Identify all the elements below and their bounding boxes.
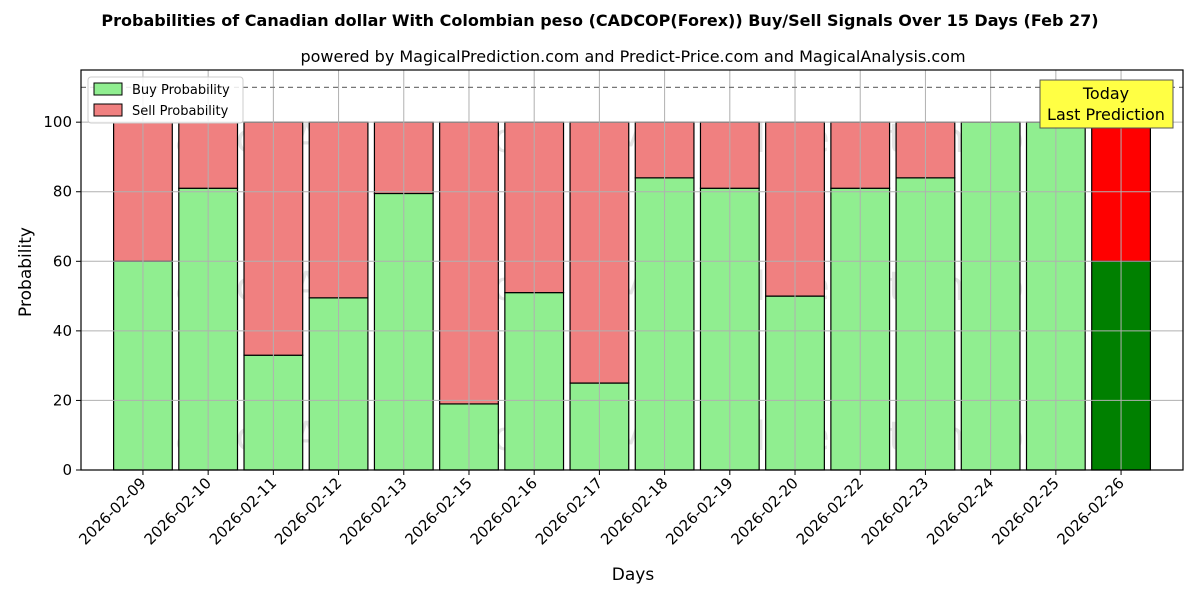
x-tick-label: 2026-02-10 (141, 474, 215, 548)
x-tick-label: 2026-02-23 (858, 474, 932, 548)
x-tick-label: 2026-02-12 (271, 474, 345, 548)
x-tick-label: 2026-02-13 (336, 474, 410, 548)
x-tick-label: 2026-02-16 (467, 474, 541, 548)
y-tick-label: 40 (53, 322, 72, 340)
today-annotation-line: Last Prediction (1047, 105, 1165, 124)
x-tick-label: 2026-02-25 (988, 474, 1062, 548)
plot-area: MagicalAnalysis.comMagicalPrediction.com… (43, 69, 1184, 548)
legend-label-sell: Sell Probability (132, 104, 229, 119)
y-tick-label: 100 (43, 113, 72, 131)
x-tick-label: 2026-02-11 (206, 474, 280, 548)
x-tick-label: 2026-02-17 (532, 474, 606, 548)
x-tick-label: 2026-02-24 (923, 474, 997, 548)
x-tick-label: 2026-02-09 (75, 474, 149, 548)
y-tick-label: 80 (53, 183, 72, 201)
x-tick-label: 2026-02-18 (597, 474, 671, 548)
x-axis-label: Days (612, 565, 655, 585)
chart-subtitle: powered by MagicalPrediction.com and Pre… (300, 47, 965, 66)
x-tick-label: 2026-02-20 (727, 474, 801, 548)
legend-swatch-buy (93, 82, 123, 96)
y-axis-label: Probability (16, 227, 36, 317)
x-tick-label: 2026-02-19 (662, 474, 736, 548)
legend-box (87, 76, 244, 124)
y-tick-label: 0 (62, 461, 72, 479)
y-tick-label: 60 (53, 252, 72, 270)
today-annotation-line: Today (1082, 84, 1129, 103)
x-tick-label: 2026-02-15 (401, 474, 475, 548)
y-tick-label: 20 (53, 391, 72, 409)
today-annotation-box (1039, 79, 1174, 129)
plot-frame (80, 69, 1184, 471)
legend-swatch-sell (93, 103, 123, 117)
x-tick-label: 2026-02-26 (1054, 474, 1128, 548)
legend-label-buy: Buy Probability (132, 83, 230, 98)
chart-title: Probabilities of Canadian dollar With Co… (101, 11, 1098, 30)
x-tick-label: 2026-02-22 (793, 474, 867, 548)
